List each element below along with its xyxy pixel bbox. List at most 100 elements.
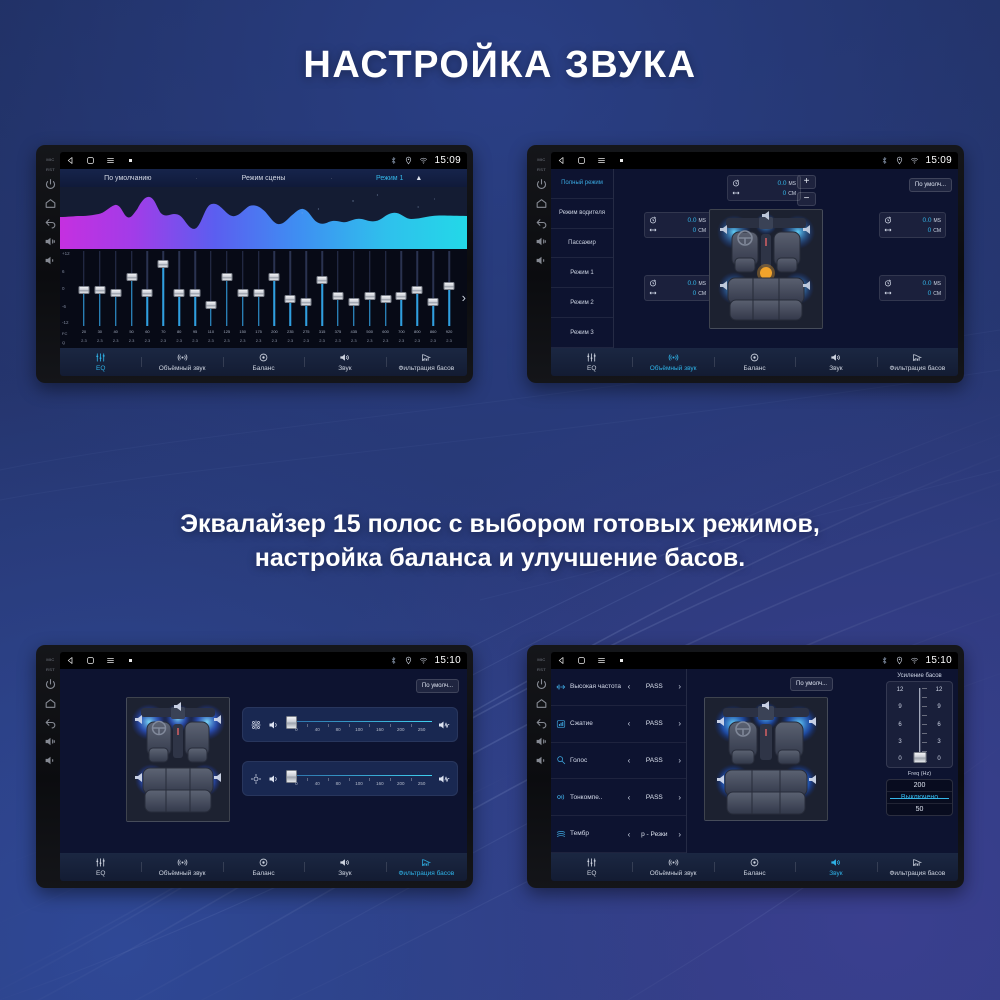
nav-tab-surround-sound[interactable]: Объёмный звук (141, 352, 222, 372)
back-icon[interactable] (44, 716, 57, 729)
chevron-left-icon[interactable]: ‹ (627, 829, 631, 839)
nav-menu-icon[interactable] (106, 656, 115, 665)
back-icon[interactable] (535, 716, 548, 729)
car-cabin-diagram[interactable] (709, 209, 823, 329)
volume-down-icon[interactable] (44, 754, 57, 767)
eq-tab-scene-mode[interactable]: Режим сцены (195, 175, 332, 182)
eq-band-knob[interactable] (141, 288, 153, 297)
eq-band-slider[interactable] (282, 251, 298, 326)
volume-up-icon[interactable] (535, 735, 548, 748)
eq-band-slider[interactable] (267, 251, 283, 326)
increase-button[interactable]: + (797, 175, 816, 189)
nav-menu-icon[interactable] (597, 656, 606, 665)
balance-slider-card-1[interactable]: 0 40 80 100 160 200 250 (242, 707, 458, 742)
back-icon[interactable] (44, 216, 57, 229)
eq-band-knob[interactable] (110, 288, 122, 297)
chevron-right-icon[interactable]: › (678, 719, 681, 729)
eq-band-slider[interactable] (330, 251, 346, 326)
eq-band-knob[interactable] (268, 272, 280, 281)
eq-band-slider[interactable] (140, 251, 156, 326)
nav-tab-equalizer[interactable]: EQ (60, 857, 141, 877)
volume-up-icon[interactable] (44, 235, 57, 248)
home-icon[interactable] (535, 197, 548, 210)
chevron-up-icon[interactable]: ▲ (415, 174, 423, 182)
nav-tab-equalizer[interactable]: EQ (551, 857, 632, 877)
eq-band-knob[interactable] (237, 288, 249, 297)
eq-band-slider[interactable] (251, 251, 267, 326)
eq-band-slider[interactable] (92, 251, 108, 326)
nav-tab-balance[interactable]: Баланс (713, 352, 795, 372)
frequency-slider-1[interactable]: 0 40 80 100 160 200 250 (286, 715, 432, 735)
bass-freq-low[interactable]: 50 (915, 806, 924, 813)
nav-menu-icon[interactable] (597, 156, 606, 165)
delay-card-top[interactable]: 0.0 MS 0 CM (727, 175, 801, 201)
nav-tab-speaker[interactable]: Звук (304, 352, 385, 372)
reset-default-button[interactable]: По умолч... (908, 178, 952, 192)
eq-band-slider[interactable] (441, 251, 457, 326)
volume-up-icon[interactable] (535, 235, 548, 248)
eq-band-slider[interactable] (409, 251, 425, 326)
eq-band-slider[interactable] (108, 251, 124, 326)
eq-band-slider[interactable] (203, 251, 219, 326)
eq-band-knob[interactable] (443, 282, 455, 291)
power-icon[interactable] (44, 178, 57, 191)
nav-tab-bass-filter[interactable]: Фильтрация басов (876, 857, 958, 877)
eq-tab-mode-1[interactable]: Режим 1 ▲ (331, 175, 467, 182)
chevron-right-icon[interactable]: › (678, 829, 681, 839)
power-icon[interactable] (535, 178, 548, 191)
surround-mode-item[interactable]: Пассажир (551, 229, 613, 259)
reset-default-button[interactable]: По умолч... (790, 677, 834, 691)
chevron-left-icon[interactable]: ‹ (627, 682, 631, 692)
nav-back-icon[interactable] (66, 656, 75, 665)
nav-tab-bass-filter[interactable]: Фильтрация басов (385, 352, 467, 372)
nav-home-icon[interactable] (577, 656, 586, 665)
nav-back-icon[interactable] (557, 156, 566, 165)
nav-tab-balance[interactable]: Баланс (713, 857, 795, 877)
eq-band-knob[interactable] (395, 291, 407, 300)
volume-down-icon[interactable] (44, 254, 57, 267)
slider-knob[interactable] (286, 769, 297, 783)
nav-recents-icon[interactable] (617, 156, 626, 165)
delay-card-right-front[interactable]: 0.0 MS 0 CM (879, 212, 946, 238)
volume-down-icon[interactable] (535, 254, 548, 267)
eq-band-slider[interactable] (124, 251, 140, 326)
reset-default-button[interactable]: По умолч... (415, 679, 459, 693)
eq-band-slider[interactable] (314, 251, 330, 326)
eq-band-knob[interactable] (284, 294, 296, 303)
volume-up-icon[interactable] (44, 735, 57, 748)
nav-tab-bass-filter[interactable]: Фильтрация басов (876, 352, 958, 372)
eq-band-knob[interactable] (316, 276, 328, 285)
nav-recents-icon[interactable] (617, 656, 626, 665)
chevron-left-icon[interactable]: ‹ (627, 719, 631, 729)
home-icon[interactable] (535, 697, 548, 710)
nav-tab-equalizer[interactable]: EQ (60, 352, 141, 372)
surround-mode-item[interactable]: Режим 2 (551, 288, 613, 319)
sound-effect-row[interactable]: Высокая частота ‹ PASS › (551, 669, 686, 706)
eq-band-knob[interactable] (348, 297, 360, 306)
nav-tab-speaker[interactable]: Звук (795, 857, 876, 877)
eq-band-knob[interactable] (364, 291, 376, 300)
nav-tab-surround-sound[interactable]: Объёмный звук (632, 352, 713, 372)
delay-card-left-rear[interactable]: 0.0 MS 0 CM (644, 275, 711, 301)
nav-recents-icon[interactable] (126, 156, 135, 165)
delay-card-left-front[interactable]: 0.0 MS 0 CM (644, 212, 711, 238)
eq-band-knob[interactable] (411, 285, 423, 294)
surround-mode-item[interactable]: Полный режим (551, 169, 613, 199)
nav-home-icon[interactable] (86, 656, 95, 665)
eq-slider-grid[interactable] (76, 251, 457, 326)
eq-tab-default[interactable]: По умолчанию (60, 175, 196, 182)
nav-back-icon[interactable] (66, 156, 75, 165)
car-cabin-diagram[interactable] (704, 697, 828, 821)
nav-tab-surround-sound[interactable]: Объёмный звук (632, 857, 713, 877)
eq-band-knob[interactable] (94, 285, 106, 294)
delay-card-right-rear[interactable]: 0.0 MS 0 CM (879, 275, 946, 301)
eq-band-slider[interactable] (362, 251, 378, 326)
chevron-right-icon[interactable]: › (678, 755, 681, 765)
nav-menu-icon[interactable] (106, 156, 115, 165)
eq-band-knob[interactable] (380, 294, 392, 303)
nav-tab-surround-sound[interactable]: Объёмный звук (141, 857, 222, 877)
eq-band-knob[interactable] (332, 291, 344, 300)
bass-freq-state[interactable]: Выключено (887, 792, 952, 804)
balance-slider-card-2[interactable]: 0 40 80 100 160 200 250 (242, 761, 458, 796)
power-icon[interactable] (535, 678, 548, 691)
